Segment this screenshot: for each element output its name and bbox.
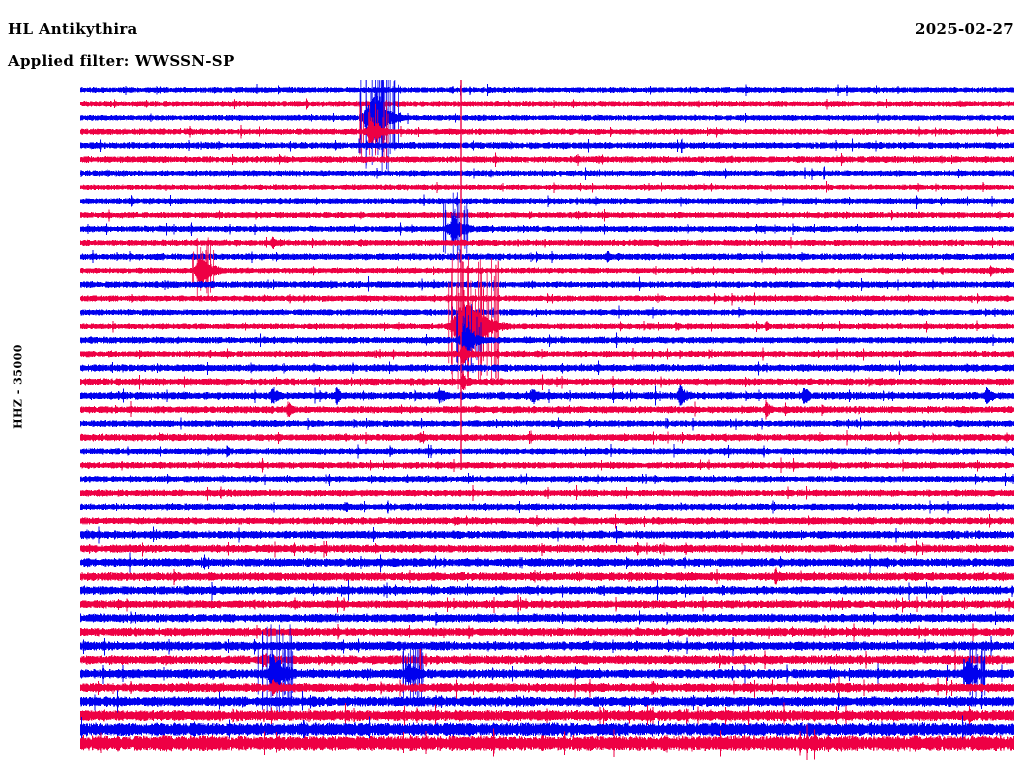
trace-row-21-30	[80, 676, 1014, 699]
trace-row-16-00	[80, 525, 1014, 544]
trace-row-09-30	[80, 345, 1014, 364]
trace-row-12-00	[80, 417, 1014, 431]
trace-row-07-00	[80, 276, 1014, 292]
trace-row-10-30	[80, 374, 1014, 391]
trace-row-20-00	[80, 636, 1014, 658]
trace-row-11-30	[80, 399, 1014, 420]
trace-row-08-00	[80, 305, 1014, 320]
trace-row-17-00	[80, 552, 1014, 574]
trace-row-22-00	[80, 690, 1014, 713]
trace-row-20-30	[80, 648, 1014, 671]
trace-row-23-00	[80, 715, 1014, 743]
trace-row-10-00	[80, 360, 1014, 376]
station-title: HL Antikythira	[8, 20, 138, 38]
trace-row-05-30	[80, 236, 1014, 250]
trace-row-22-30	[80, 702, 1014, 728]
trace-row-01-30	[80, 116, 1014, 147]
time-axis-labels: 00:0000:3001:0001:3002:0002:3003:0003:30…	[0, 0, 80, 780]
trace-row-02-00	[80, 137, 1014, 154]
trace-row-08-30	[80, 290, 1014, 361]
trace-row-03-30	[80, 180, 1014, 194]
trace-row-09-00	[80, 323, 1014, 356]
trace-row-12-30	[80, 429, 1014, 446]
trace-row-14-30	[80, 484, 1014, 501]
trace-row-04-00	[80, 194, 1014, 210]
trace-row-13-00	[80, 444, 1014, 459]
trace-row-03-00	[80, 166, 1014, 180]
trace-row-23-30	[80, 724, 1014, 760]
trace-row-18-30	[80, 595, 1014, 614]
trace-row-19-30	[80, 623, 1014, 642]
trace-row-02-30	[80, 152, 1014, 167]
trace-row-07-30	[80, 292, 1014, 306]
trace-row-14-00	[80, 472, 1014, 486]
applied-filter-label: Applied filter: WWSSN-SP	[8, 52, 235, 70]
trace-row-06-30	[80, 255, 1014, 285]
trace-row-06-00	[80, 249, 1014, 264]
trace-row-04-30	[80, 209, 1014, 222]
trace-row-18-00	[80, 579, 1014, 601]
trace-row-11-00	[80, 384, 1014, 406]
trace-row-00-00	[80, 83, 1014, 97]
trace-row-15-00	[80, 500, 1014, 515]
trace-row-19-00	[80, 610, 1014, 626]
trace-row-16-30	[80, 540, 1014, 558]
trace-row-00-30	[80, 98, 1014, 110]
trace-row-13-30	[80, 457, 1014, 473]
seismogram-plot	[80, 80, 1016, 780]
trace-row-05-00	[80, 215, 1014, 244]
trace-row-15-30	[80, 513, 1014, 529]
trace-row-21-00	[80, 654, 1014, 696]
trace-row-01-00	[80, 91, 1014, 142]
trace-row-17-30	[80, 567, 1014, 586]
trace-canvas	[80, 80, 1014, 760]
record-date: 2025-02-27	[915, 20, 1014, 38]
